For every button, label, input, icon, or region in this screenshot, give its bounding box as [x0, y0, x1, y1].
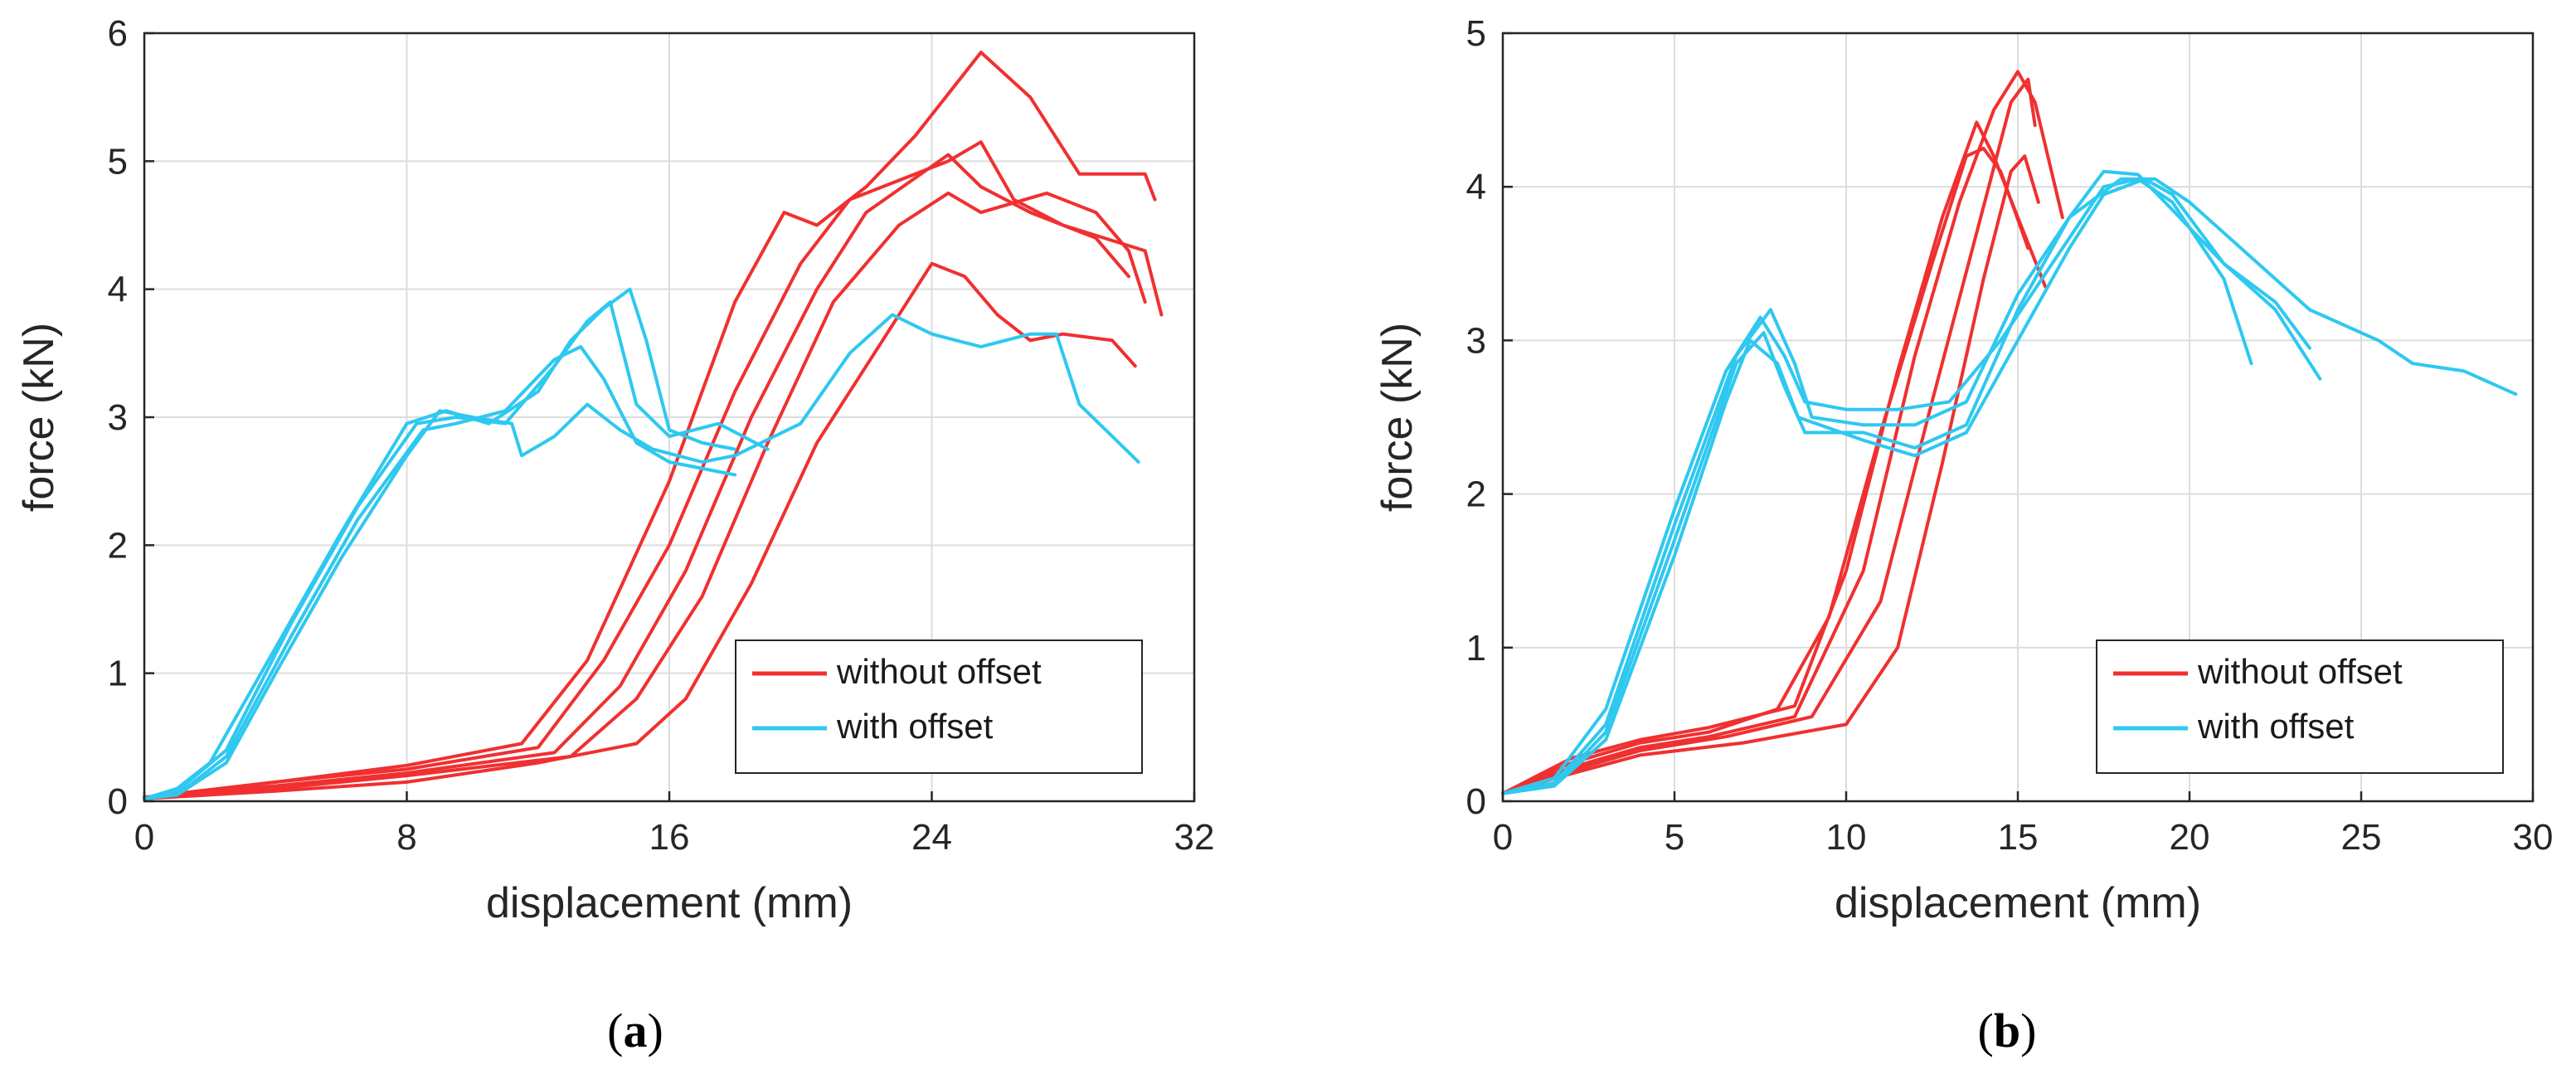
legend-label-without-offset: without offset — [836, 652, 1042, 691]
x-tick-label: 16 — [649, 817, 690, 858]
legend-box — [2096, 639, 2504, 774]
series-line-without-offset — [143, 261, 1137, 800]
x-tick-label: 30 — [2513, 817, 2554, 858]
legend-label-with-offset: with offset — [836, 707, 994, 746]
x-axis-title: displacement (mm) — [486, 879, 853, 927]
x-tick-label: 0 — [134, 817, 154, 858]
y-axis-title: force (kN) — [15, 323, 63, 512]
x-tick-label: 25 — [2341, 817, 2382, 858]
x-tick-labels: 0 5 10 15 20 25 30 — [1493, 791, 2554, 858]
series-line-without-offset — [143, 153, 1130, 800]
y-tick-label: 1 — [1466, 628, 1486, 669]
x-tick-label: 15 — [1998, 817, 2039, 858]
y-tick-labels: 0 1 2 3 4 5 — [1466, 13, 1513, 822]
series-line-without-offset — [1501, 77, 2037, 795]
y-tick-label: 2 — [1466, 474, 1486, 515]
y-tick-label: 1 — [108, 654, 128, 694]
y-tick-label: 0 — [108, 781, 128, 822]
x-tick-label: 10 — [1826, 817, 1867, 858]
chart-panel-b: 0 5 10 15 20 25 30 0 1 2 3 4 5 displacement (mm) fo… — [1373, 13, 2553, 1058]
y-tick-label: 5 — [108, 141, 128, 182]
series-line-with-offset — [143, 287, 737, 800]
y-tick-label: 3 — [108, 397, 128, 438]
panel-label-a: (a) — [607, 1004, 663, 1058]
series-line-without-offset — [143, 140, 1164, 800]
legend-label-with-offset: with offset — [2197, 707, 2355, 746]
legend-box — [735, 639, 1143, 774]
x-tick-label: 24 — [911, 817, 952, 858]
series-line-without-offset — [1501, 154, 2040, 795]
series-line-with-offset — [143, 300, 770, 800]
y-tick-label: 0 — [1466, 781, 1486, 822]
x-tick-label: 0 — [1493, 817, 1513, 858]
series-line-without-offset — [1501, 120, 2048, 795]
y-tick-labels: 0 1 2 3 4 5 6 — [108, 13, 154, 822]
y-tick-label: 6 — [108, 13, 128, 54]
x-tick-labels: 0 8 16 24 32 — [134, 791, 1215, 858]
series-line-with-offset — [143, 313, 1140, 800]
legend: without offset with offset — [735, 639, 1143, 774]
y-tick-label: 2 — [108, 525, 128, 566]
y-tick-label: 4 — [108, 270, 128, 310]
series-lines — [143, 51, 1164, 800]
x-tick-label: 32 — [1174, 817, 1215, 858]
series-line-without-offset — [1501, 146, 2030, 795]
series-lines — [1501, 70, 2518, 795]
y-axis-title: force (kN) — [1373, 323, 1422, 512]
y-tick-label: 5 — [1466, 13, 1486, 54]
series-line-with-offset — [1501, 177, 2518, 795]
series-line-with-offset — [1501, 177, 2253, 795]
y-tick-label: 3 — [1466, 320, 1486, 361]
series-line-without-offset — [143, 191, 1147, 800]
series-line-without-offset — [1501, 70, 2064, 795]
legend: without offset with offset — [2096, 639, 2504, 774]
chart-panel-a: 0 8 16 24 32 0 1 2 3 4 5 6 displacement (mm) force… — [15, 13, 1214, 1058]
x-axis-title: displacement (mm) — [1835, 879, 2201, 927]
panel-label-b: (b) — [1978, 1004, 2037, 1058]
series-line-with-offset — [1501, 169, 2322, 795]
series-line-with-offset — [1501, 177, 2311, 795]
legend-label-without-offset: without offset — [2197, 652, 2403, 691]
x-tick-label: 8 — [396, 817, 416, 858]
x-tick-label: 20 — [2170, 817, 2210, 858]
series-line-without-offset — [143, 51, 1157, 800]
x-tick-label: 5 — [1665, 817, 1684, 858]
y-tick-label: 4 — [1466, 167, 1486, 207]
